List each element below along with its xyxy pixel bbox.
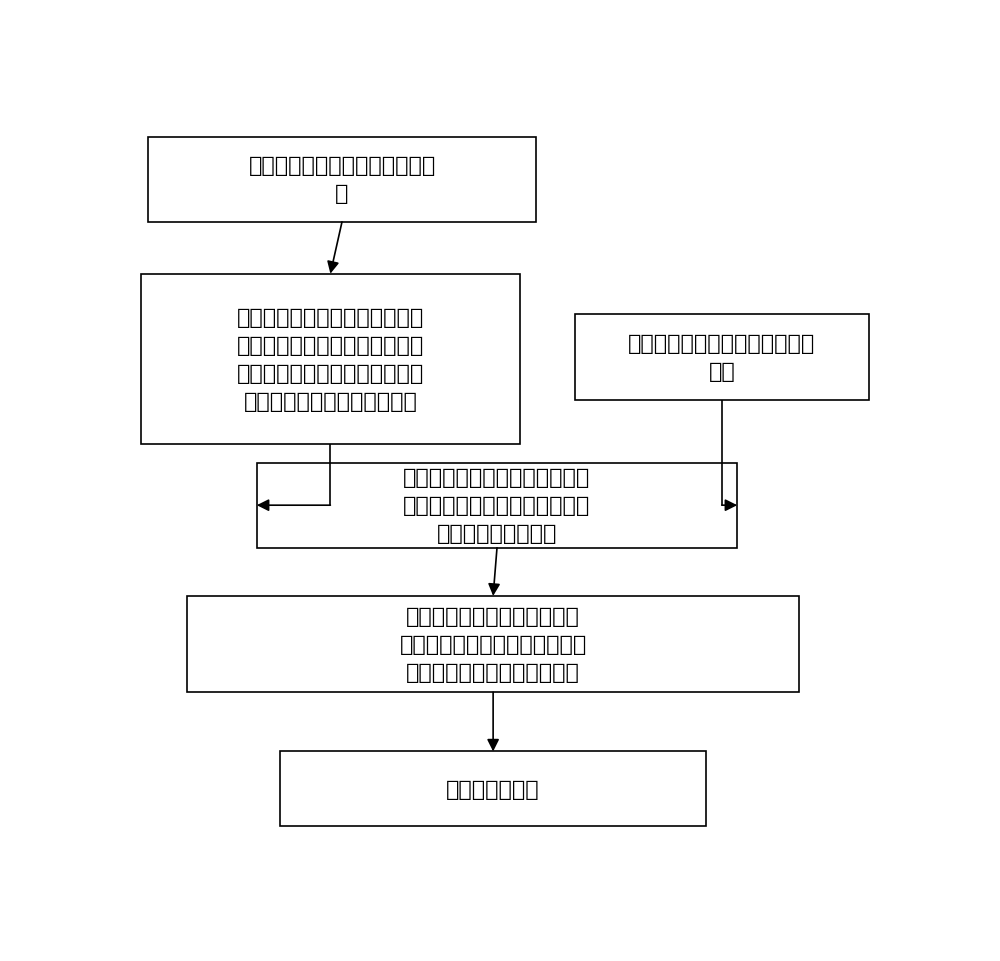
- Bar: [148, 137, 536, 223]
- Bar: [187, 596, 799, 693]
- Text: 被换伴热管的另一端与抽管装置
连接: 被换伴热管的另一端与抽管装置 连接: [628, 333, 815, 382]
- Text: 拆下被换伴热管: 拆下被换伴热管: [446, 778, 540, 799]
- Text: 启动抽管装置将被换伴热管抽
出外保温层，并让替换伴热管进
入被换伴热管更换之前的位置: 启动抽管装置将被换伴热管抽 出外保温层，并让替换伴热管进 入被换伴热管更换之前的…: [400, 606, 587, 682]
- Bar: [257, 463, 737, 548]
- Text: 将外护套管套设在替换伴热管外
侧: 将外护套管套设在替换伴热管外 侧: [248, 156, 436, 204]
- Bar: [140, 275, 520, 445]
- Bar: [280, 752, 706, 825]
- Text: 替换伴热管的一端插入被换伴热
管的一端形成重合段，使内夹模
芝进入重合段内侧的位置并将重
合段压扁夹紧在内夹模芝中部: 替换伴热管的一端插入被换伴热 管的一端形成重合段，使内夹模 芝进入重合段内侧的位…: [237, 308, 424, 411]
- Bar: [574, 315, 869, 400]
- Text: 将外护套管回装到重合段外侧，
覆盖重合段，以使被换伴热管和
替换伴热管无缝对接: 将外护套管回装到重合段外侧， 覆盖重合段，以使被换伴热管和 替换伴热管无缝对接: [403, 468, 591, 544]
